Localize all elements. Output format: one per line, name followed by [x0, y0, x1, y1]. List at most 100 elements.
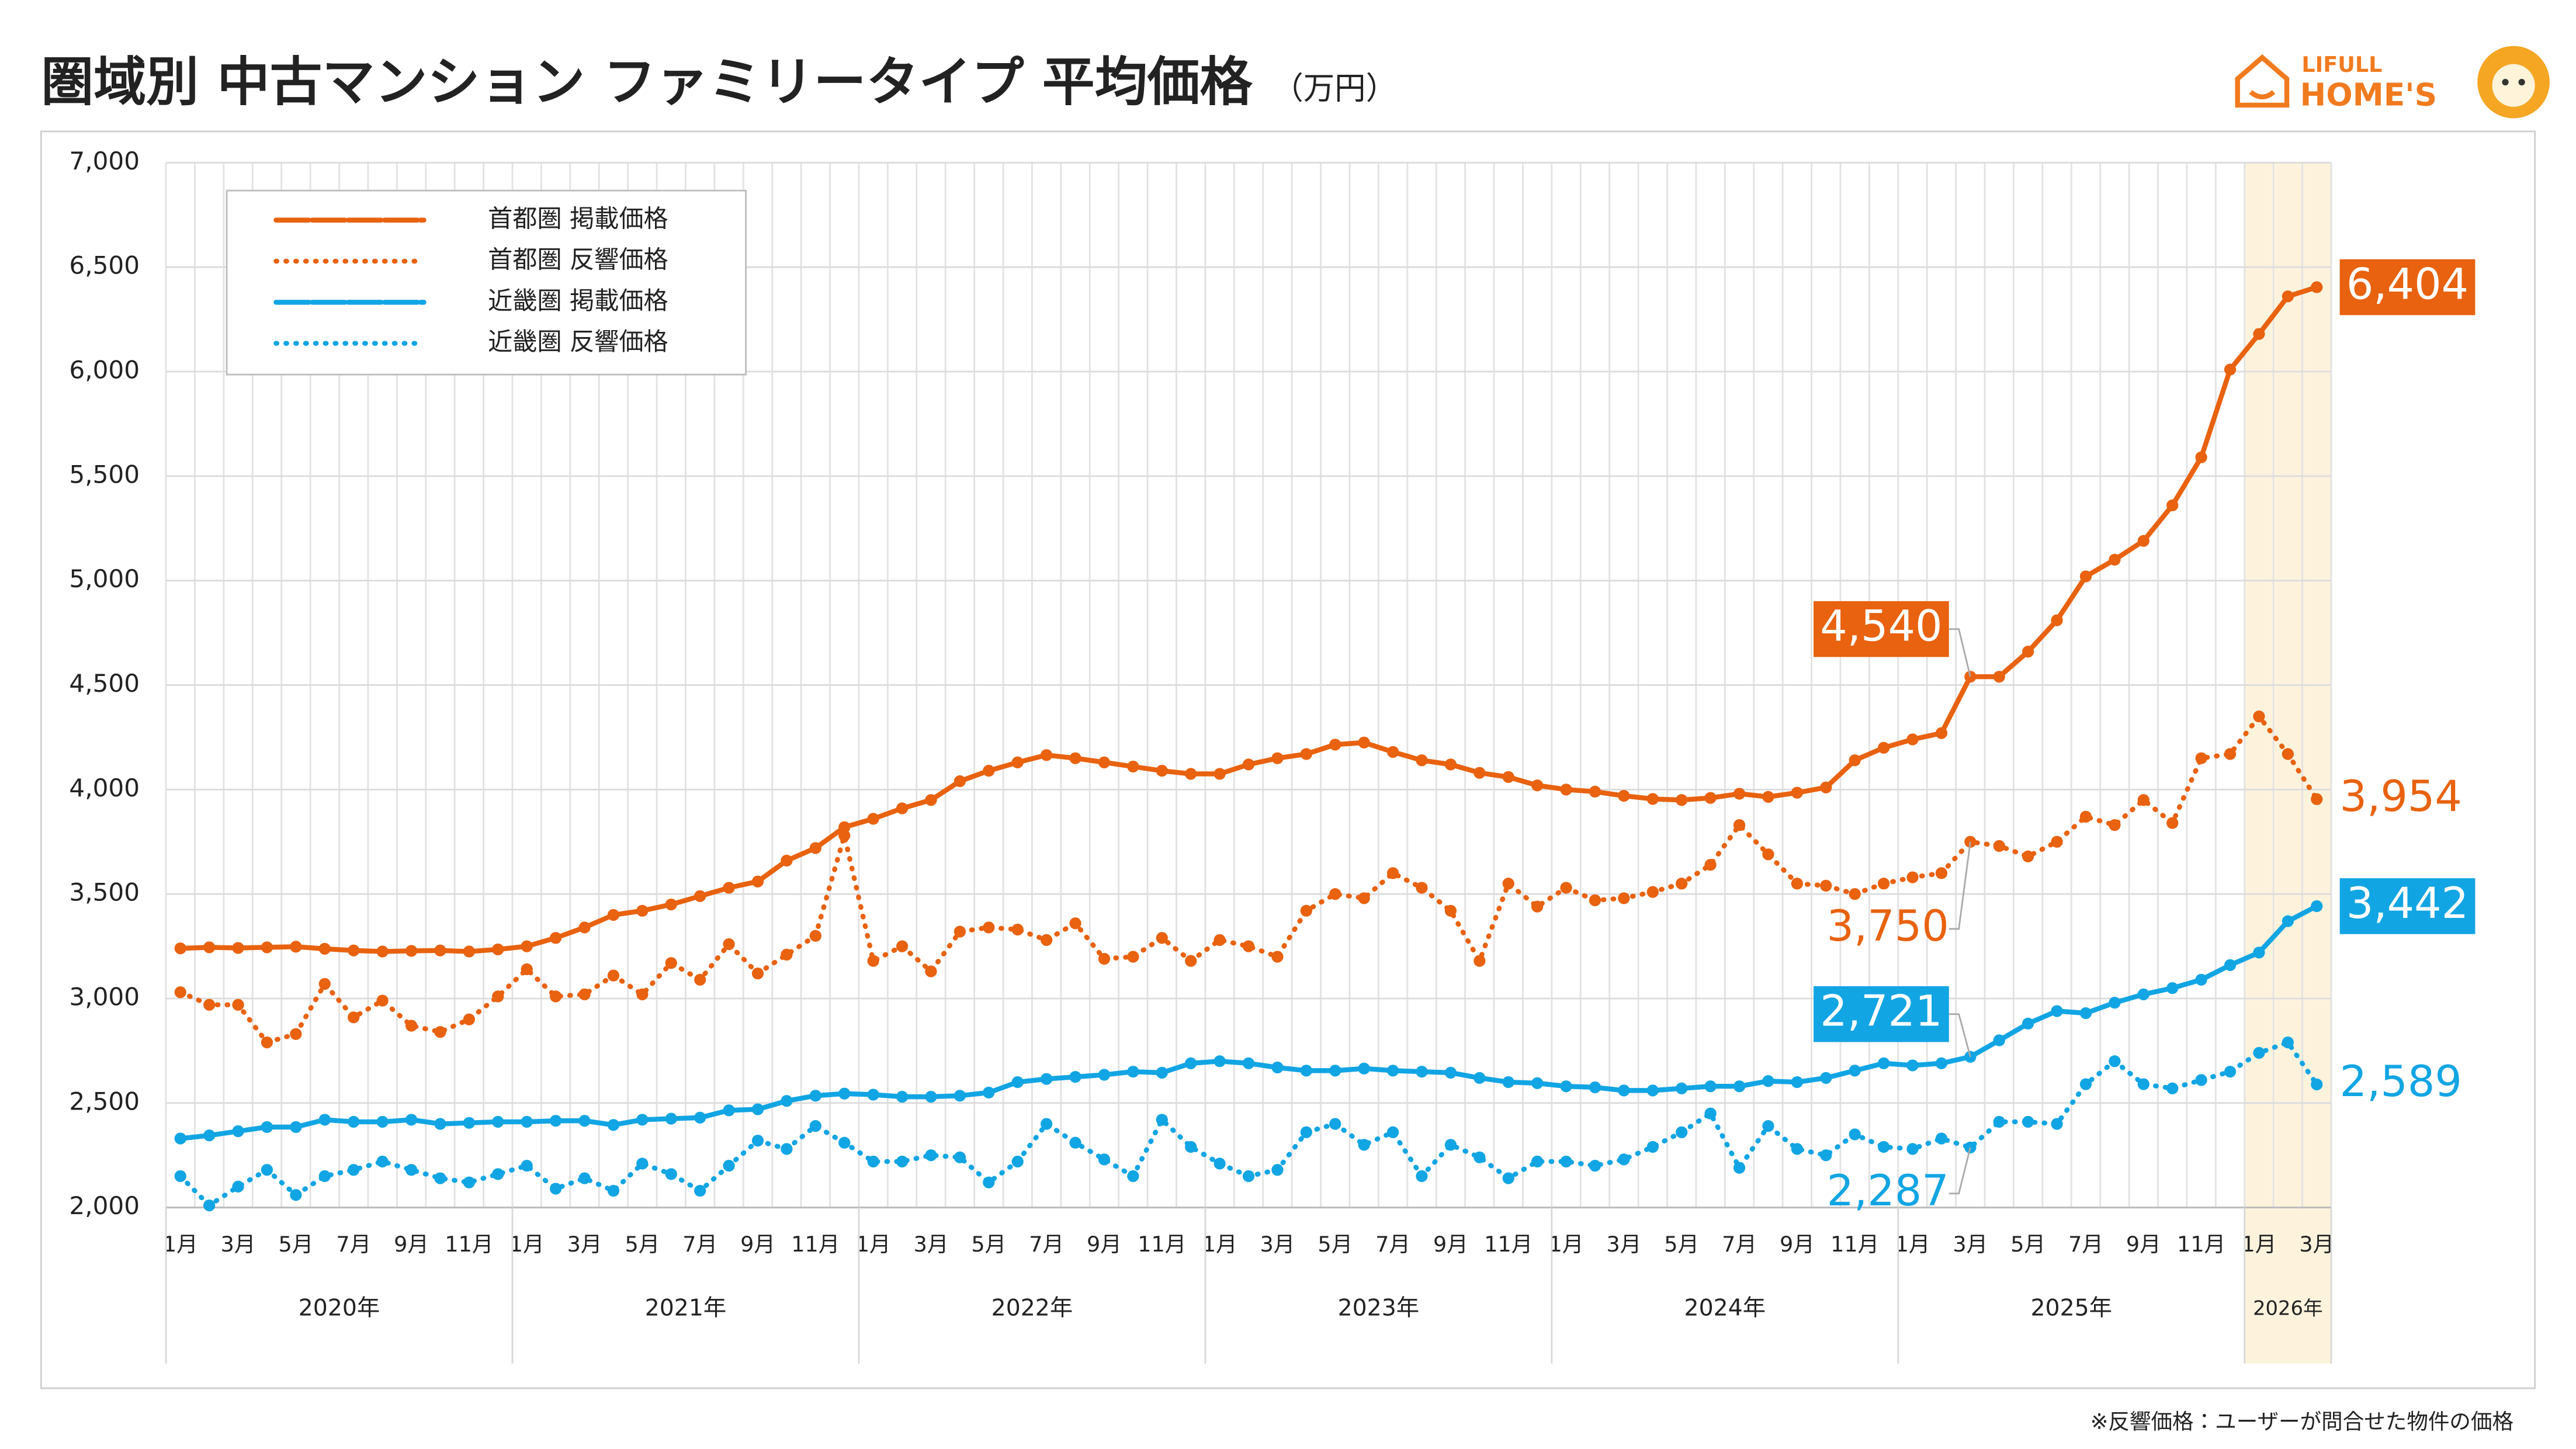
data-point [1098, 1153, 1111, 1166]
data-point [405, 1020, 418, 1032]
data-point [2195, 752, 2207, 764]
data-point [1849, 1065, 1861, 1077]
data-point [2311, 900, 2323, 913]
data-point [2137, 988, 2149, 1000]
x-tick-label: 7月 [1029, 1232, 1064, 1257]
data-point [174, 1132, 186, 1145]
data-point [1877, 1057, 1890, 1070]
data-point [983, 1086, 995, 1099]
data-point [1877, 741, 1890, 754]
data-point [1098, 952, 1111, 965]
data-point [1214, 768, 1226, 780]
data-point [1560, 1080, 1572, 1093]
data-point [1214, 934, 1226, 946]
data-point [1733, 788, 1746, 800]
data-point [1676, 878, 1688, 890]
data-point [1906, 871, 1919, 883]
data-point [1185, 768, 1197, 780]
data-point [1589, 785, 1601, 798]
data-point [1618, 892, 1630, 904]
data-point [694, 1184, 706, 1197]
data-point [348, 1164, 360, 1176]
label-leader [1949, 841, 1971, 930]
data-point [1271, 752, 1284, 764]
data-point [1935, 867, 1948, 879]
data-point [1589, 1160, 1601, 1172]
data-point [1329, 1118, 1341, 1130]
data-point [751, 1103, 764, 1115]
data-point [261, 1121, 273, 1133]
data-label: 4,540 [1820, 602, 1942, 651]
y-tick-label: 3,000 [69, 983, 140, 1011]
data-point [1127, 760, 1139, 773]
year-label: 2023年 [1338, 1294, 1420, 1321]
data-point [318, 1170, 331, 1183]
data-point [549, 990, 562, 1003]
data-point [1156, 1066, 1168, 1079]
y-tick-label: 5,000 [69, 564, 140, 593]
data-point [954, 775, 966, 788]
data-point [781, 948, 793, 961]
logo-text: HOME'S [2300, 77, 2438, 113]
x-tick-label: 3月 [1953, 1232, 1988, 1257]
data-point [723, 882, 735, 894]
data-point [2224, 959, 2237, 971]
data-point [1011, 1155, 1024, 1168]
data-point [1271, 951, 1284, 963]
logo: LIFULL HOME'S [2235, 46, 2550, 119]
logo-mascot-face [2492, 64, 2535, 107]
data-point [1185, 1141, 1197, 1153]
data-point [925, 965, 937, 977]
data-point [1069, 917, 1081, 930]
data-point [1935, 1132, 1948, 1145]
data-point [578, 1115, 591, 1127]
data-point [1011, 756, 1024, 768]
data-point [1300, 748, 1312, 760]
data-point [636, 1114, 649, 1126]
data-point [925, 1149, 937, 1162]
data-point [1791, 1143, 1803, 1155]
data-point [607, 969, 620, 982]
logo-smile [2249, 90, 2276, 100]
year-label: 2020年 [299, 1294, 380, 1321]
data-point [2311, 793, 2323, 805]
data-point [1474, 767, 1486, 779]
data-point [405, 1164, 418, 1176]
data-point [1733, 819, 1746, 831]
legend-label: 近畿圏 反響価格 [488, 327, 668, 356]
data-point [203, 941, 216, 954]
data-point [665, 1168, 677, 1180]
data-point [2079, 810, 2092, 823]
data-point [1791, 786, 1803, 799]
data-point [983, 1176, 995, 1188]
data-point [1502, 878, 1514, 890]
data-point [2051, 836, 2063, 848]
data-point [1964, 1051, 1977, 1063]
x-tick-label: 7月 [1375, 1232, 1410, 1257]
data-point [232, 999, 244, 1011]
data-point [492, 1168, 504, 1180]
data-point [2311, 1078, 2323, 1091]
x-tick-label: 5月 [2010, 1232, 2045, 1257]
x-tick-label: 11月 [1138, 1232, 1186, 1257]
data-point [1069, 1136, 1081, 1149]
data-point [925, 794, 937, 806]
data-point [2224, 363, 2237, 376]
y-tick-label: 4,000 [69, 774, 140, 802]
x-tick-label: 7月 [336, 1232, 371, 1257]
data-point [867, 955, 879, 967]
data-point [723, 938, 735, 951]
data-point [867, 1155, 879, 1168]
data-point [896, 1090, 909, 1103]
data-point [1444, 758, 1457, 771]
data-point [2282, 1036, 2294, 1049]
y-tick-label: 3,500 [69, 878, 140, 907]
data-point [2079, 570, 2092, 583]
chart-frame [40, 130, 2536, 1389]
data-point [1242, 758, 1255, 771]
data-point [1041, 1118, 1053, 1130]
data-point [1041, 749, 1053, 761]
data-point [954, 1151, 966, 1163]
data-point [2224, 748, 2237, 760]
year-label: 2024年 [1684, 1294, 1766, 1321]
